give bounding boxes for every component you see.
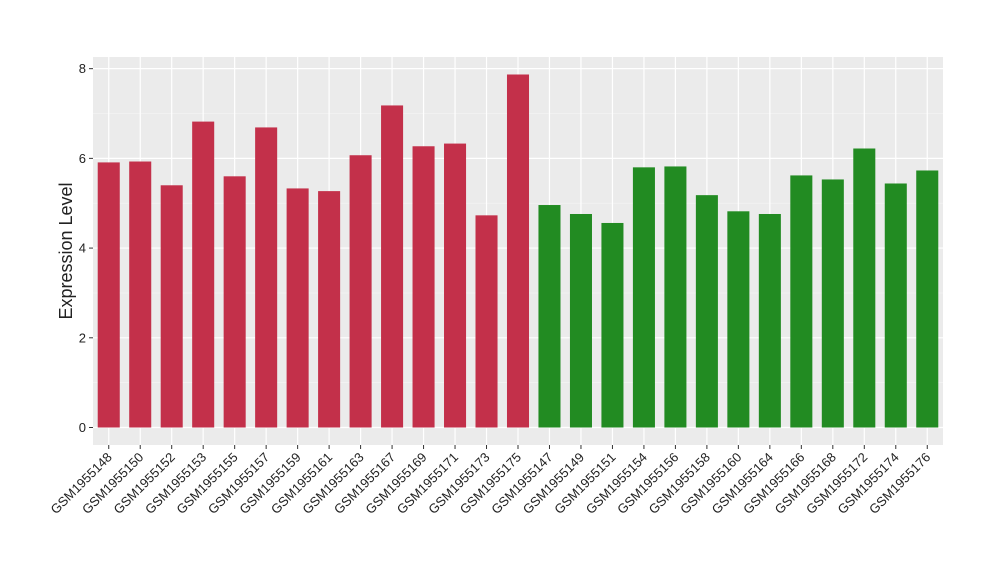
bar: [318, 191, 341, 428]
y-tick-label: 8: [79, 61, 86, 76]
bar: [916, 170, 939, 428]
bar: [444, 143, 467, 428]
bar: [475, 215, 498, 428]
bar: [569, 213, 592, 428]
bar: [192, 121, 215, 428]
bar: [160, 185, 183, 428]
bar: [664, 166, 687, 428]
y-tick-label: 6: [79, 151, 86, 166]
y-axis-title: Expression Level: [56, 182, 76, 319]
bar: [97, 162, 120, 428]
bar: [884, 183, 907, 428]
bar: [286, 188, 309, 428]
y-tick-label: 0: [79, 420, 86, 435]
bar: [632, 167, 655, 428]
bar: [255, 127, 278, 428]
bar: [601, 222, 624, 428]
bar: [790, 175, 813, 428]
bar: [412, 146, 435, 428]
y-tick-label: 2: [79, 330, 86, 345]
bar: [821, 179, 844, 428]
bar: [506, 74, 530, 428]
bar: [129, 161, 152, 428]
bar: [727, 211, 750, 428]
bar: [223, 176, 246, 428]
y-tick-label: 4: [79, 241, 86, 256]
bar: [758, 213, 781, 428]
bar: [538, 205, 561, 428]
bar: [381, 105, 404, 428]
bar: [695, 195, 718, 428]
bar: [853, 148, 876, 428]
bar: [349, 155, 372, 428]
